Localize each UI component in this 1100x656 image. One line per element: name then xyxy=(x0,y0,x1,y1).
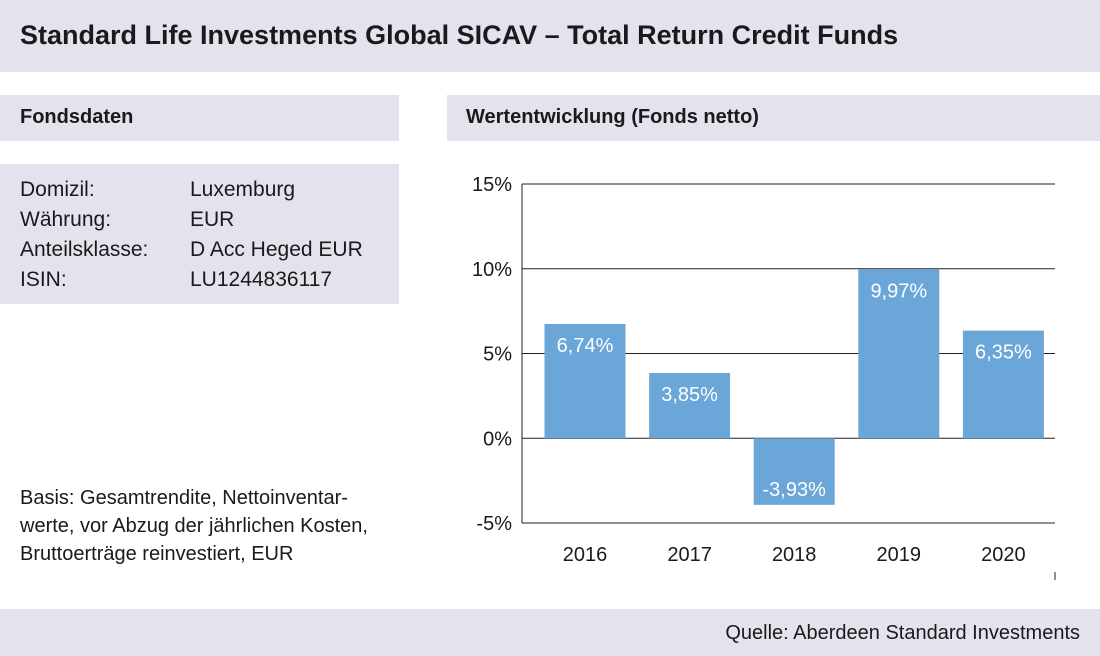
fondsdaten-heading: Fondsdaten xyxy=(20,106,134,128)
y-tick-label: 15% xyxy=(472,174,512,196)
y-tick-label: 5% xyxy=(483,344,512,366)
fund-value: LU1244836117 xyxy=(190,268,333,291)
y-tick-label: 10% xyxy=(472,259,512,281)
bar xyxy=(544,324,626,439)
basis-line: Basis: Gesamtrendite, Nettoinventar- xyxy=(20,487,348,509)
data-label: 3,85% xyxy=(661,384,718,406)
data-label: 9,97% xyxy=(870,280,927,302)
fund-value: D Acc Heged EUR xyxy=(190,238,363,261)
fondsdaten-box: Domizil: Luxemburg Währung: EUR Anteilsk… xyxy=(0,164,399,304)
basis-line: werte, vor Abzug der jährlichen Kosten, xyxy=(20,515,368,537)
y-tick-label: -5% xyxy=(476,513,512,535)
fund-value: Luxemburg xyxy=(190,178,296,201)
title-band: Standard Life Investments Global SICAV –… xyxy=(0,0,1100,72)
x-tick-label: 2018 xyxy=(772,544,817,566)
data-label: -3,93% xyxy=(763,479,827,501)
bar xyxy=(649,372,731,439)
data-label: 6,35% xyxy=(975,342,1032,364)
bar xyxy=(962,330,1044,439)
x-tick-label: 2019 xyxy=(877,544,922,566)
fund-label: Währung: xyxy=(20,208,112,231)
fund-label: Domizil: xyxy=(20,178,95,201)
source-note: Quelle: Aberdeen Standard Investments xyxy=(725,622,1080,644)
basis-note: Basis: Gesamtrendite, Nettoinventar- wer… xyxy=(20,484,410,568)
performance-bar-chart: 15% 10% 5% 0% -5% 6,74% 2016 3,85% 2017 -3,93% 201… xyxy=(472,174,1056,580)
bar xyxy=(753,438,835,505)
footer: Quelle: Aberdeen Standard Investments xyxy=(0,609,1100,656)
basis-line: Bruttoerträge reinvestiert, EUR xyxy=(20,543,294,565)
chart-heading: Wertentwicklung (Fonds netto) xyxy=(466,106,759,128)
fondsdaten-header: Fondsdaten xyxy=(0,95,399,141)
chart-header: Wertentwicklung (Fonds netto) xyxy=(447,95,1100,141)
x-tick-label: 2016 xyxy=(563,544,608,566)
x-tick-label: 2017 xyxy=(667,544,712,566)
data-label: 6,74% xyxy=(557,335,614,357)
fund-label: Anteilsklasse: xyxy=(20,238,149,261)
bar xyxy=(858,269,940,439)
fund-label: ISIN: xyxy=(20,268,67,291)
x-tick-label: 2020 xyxy=(981,544,1026,566)
page-title: Standard Life Investments Global SICAV –… xyxy=(20,20,899,50)
y-tick-label: 0% xyxy=(483,428,512,450)
fund-value: EUR xyxy=(190,208,235,231)
